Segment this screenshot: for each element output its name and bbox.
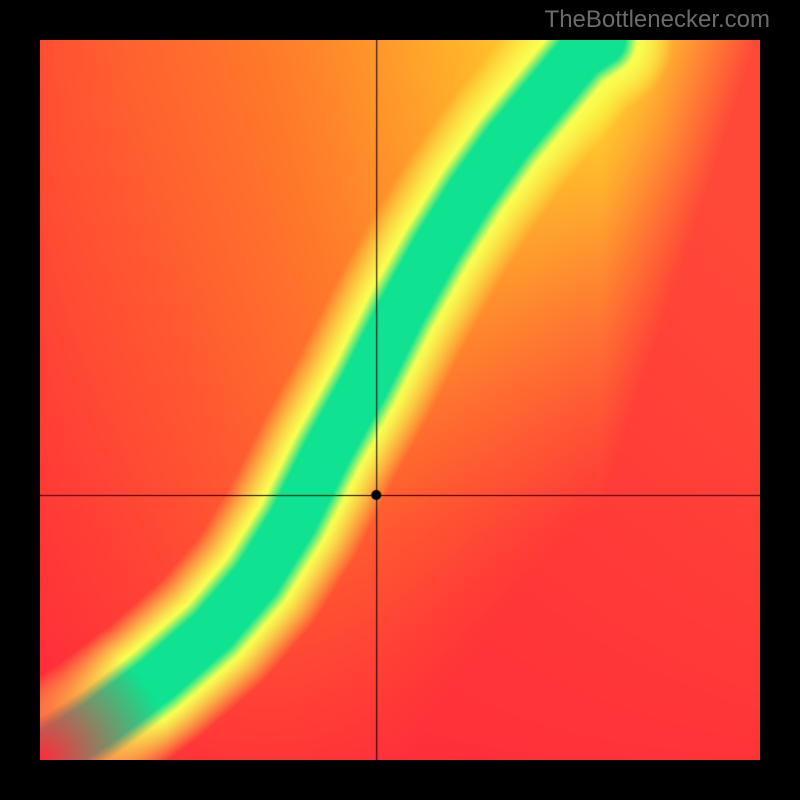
heatmap-canvas (40, 40, 760, 760)
watermark-text: TheBottlenecker.com (545, 6, 770, 34)
heatmap-chart (40, 40, 760, 760)
